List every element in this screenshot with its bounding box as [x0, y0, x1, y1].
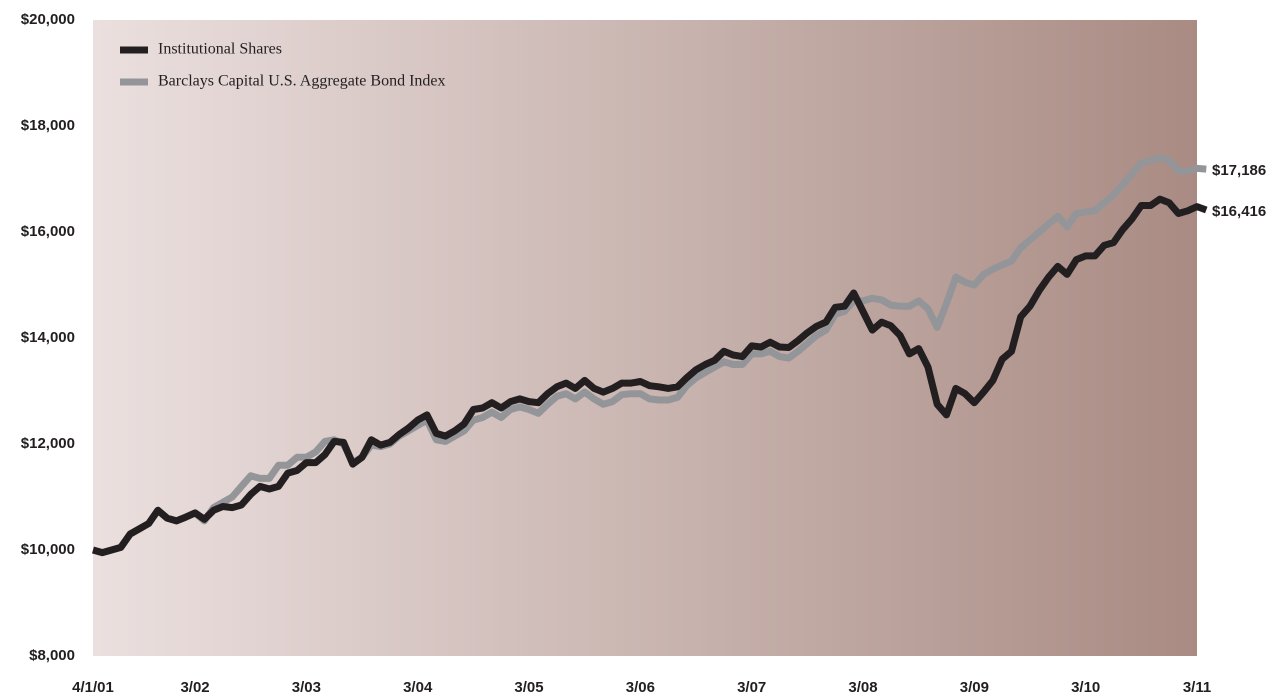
y-tick-label: $20,000 — [21, 11, 75, 28]
y-tick-label: $10,000 — [21, 541, 75, 558]
legend-label: Institutional Shares — [158, 41, 282, 58]
y-tick-label: $12,000 — [21, 435, 75, 452]
x-tick-label: 4/1/01 — [72, 679, 114, 696]
y-tick-label: $16,000 — [21, 223, 75, 240]
x-tick-label: 3/05 — [514, 679, 543, 696]
plot-area — [93, 20, 1197, 656]
x-tick-label: 3/06 — [626, 679, 655, 696]
x-tick-label: 3/04 — [403, 679, 433, 696]
end-label: $16,416 — [1212, 203, 1266, 220]
legend-label: Barclays Capital U.S. Aggregate Bond Ind… — [158, 73, 446, 90]
y-tick-label: $14,000 — [21, 329, 75, 346]
x-tick-label: 3/10 — [1071, 679, 1100, 696]
x-tick-label: 3/03 — [292, 679, 321, 696]
x-tick-label: 3/09 — [960, 679, 989, 696]
series-line — [92, 154, 1207, 557]
x-tick-label: 3/02 — [180, 679, 209, 696]
x-tick-label: 3/07 — [737, 679, 766, 696]
end-label: $17,186 — [1212, 162, 1266, 179]
x-tick-label: 3/08 — [848, 679, 877, 696]
x-tick-label: 3/11 — [1183, 679, 1211, 696]
y-tick-label: $8,000 — [29, 647, 75, 664]
y-tick-label: $18,000 — [21, 117, 75, 134]
series-line — [92, 195, 1208, 557]
